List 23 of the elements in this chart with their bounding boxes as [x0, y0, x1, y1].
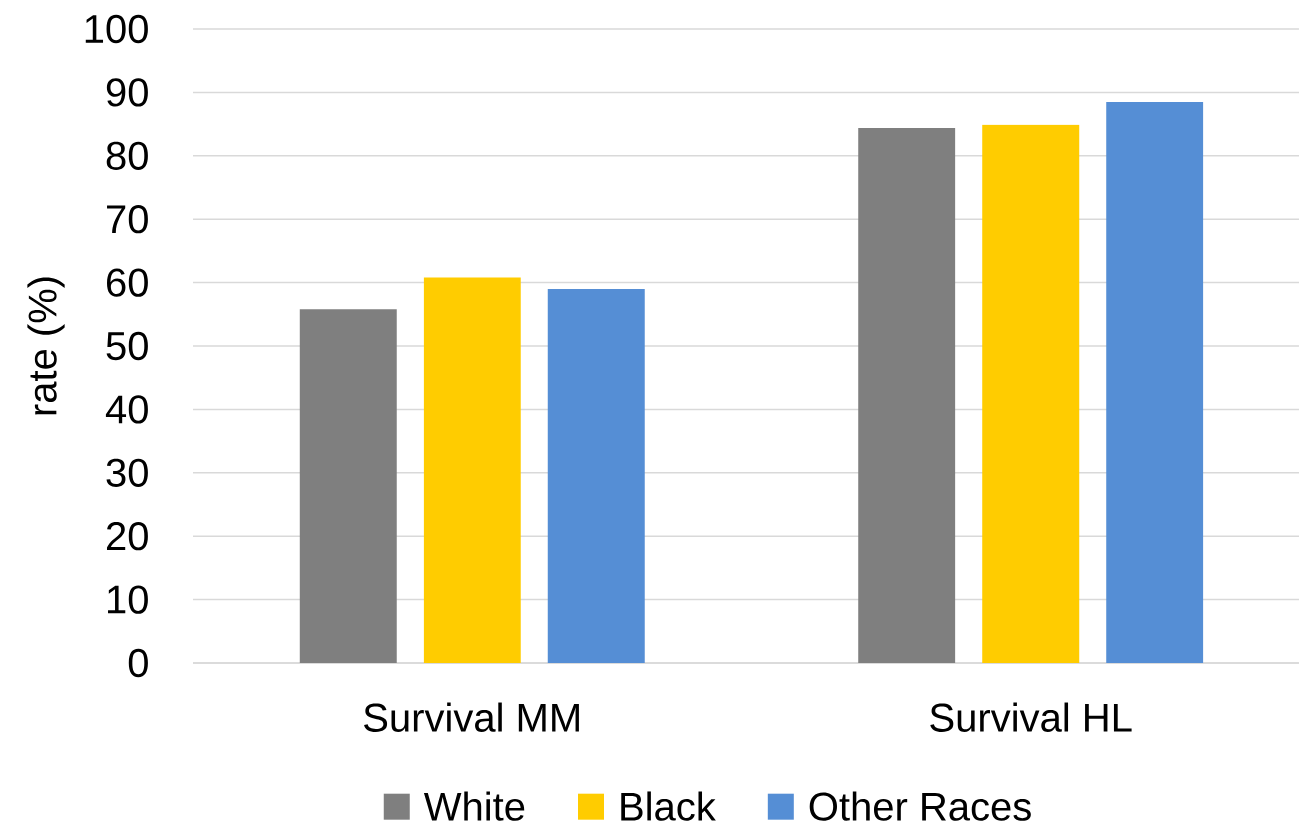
y-tick-label: 20	[106, 522, 148, 551]
y-tick-label: 100	[85, 14, 148, 44]
legend-label: Black	[621, 791, 716, 821]
x-tick-label: Survival MM	[364, 702, 579, 732]
bar	[423, 277, 521, 663]
y-tick-label: 60	[107, 268, 148, 297]
legend-label: Other Races	[809, 791, 1031, 821]
bar	[547, 288, 645, 663]
bar	[1106, 101, 1204, 663]
y-tick-label: 70	[107, 205, 148, 234]
legend-label: White	[423, 791, 525, 821]
y-tick-label: 90	[106, 78, 148, 107]
y-axis-title: rate (%)	[27, 277, 65, 415]
y-tick-label: 50	[106, 331, 148, 361]
y-tick-label: 80	[106, 141, 148, 170]
y-tick-label: 40	[105, 395, 148, 424]
y-tick-label: 0	[128, 648, 148, 678]
y-tick-label: 10	[108, 585, 148, 614]
bar	[982, 124, 1080, 663]
bar	[858, 127, 956, 663]
bar	[299, 309, 397, 663]
y-tick-label: 30	[106, 458, 148, 487]
x-tick-label: Survival HL	[930, 702, 1132, 732]
